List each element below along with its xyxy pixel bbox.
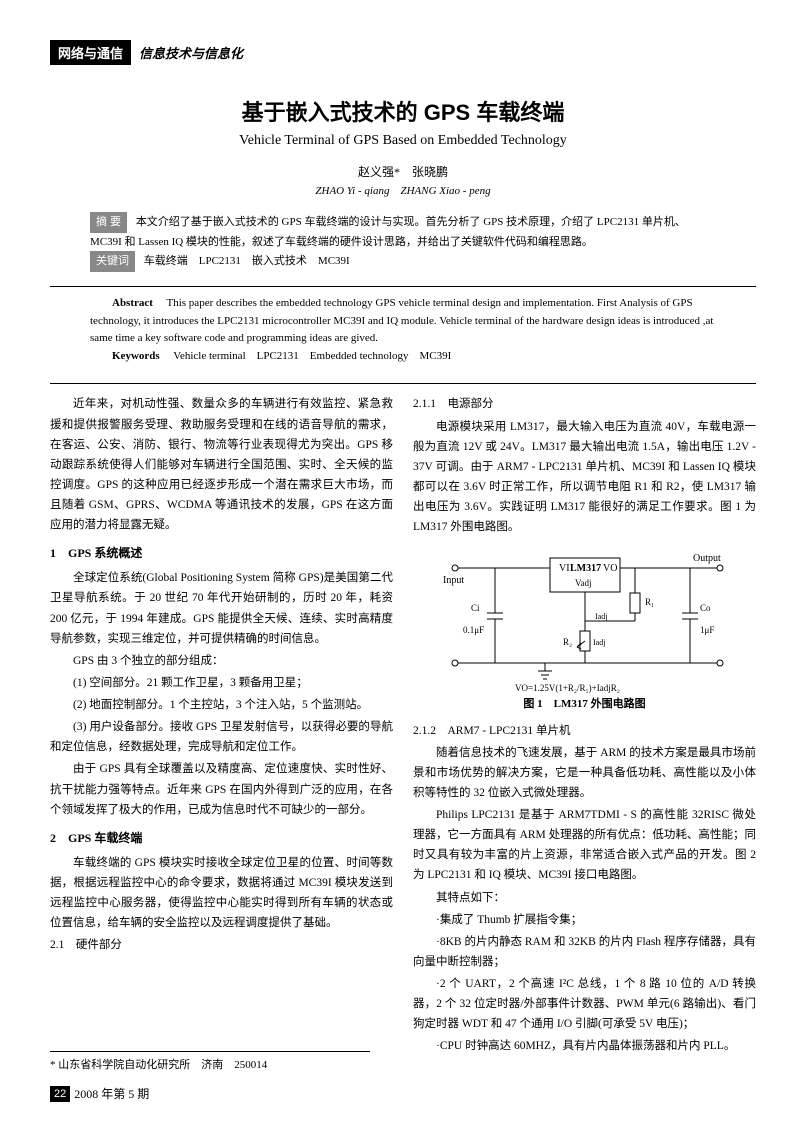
abstract-en-label: Abstract: [112, 297, 153, 309]
header-journal-name: 信息技术与信息化: [139, 43, 243, 62]
fig-vi: VI: [559, 563, 570, 574]
abstract-cn-label: 摘 要: [90, 212, 127, 233]
authors-chinese: 赵义强* 张晓鹏: [50, 163, 756, 180]
page-number: 22: [50, 1086, 70, 1102]
fig-co: Co: [700, 603, 711, 613]
s1-p2: GPS 由 3 个独立的部分组成：: [50, 651, 393, 671]
title-chinese: 基于嵌入式技术的 GPS 车载终端: [50, 95, 756, 127]
keywords-cn-label: 关键词: [90, 251, 135, 272]
keywords-cn-text: 车载终端 LPC2131 嵌入式技术 MC39I: [144, 255, 350, 267]
fig-co-val: 1μF: [700, 625, 714, 635]
fig-r2: R₂: [563, 637, 572, 647]
title-english: Vehicle Terminal of GPS Based on Embedde…: [50, 133, 756, 149]
s1-p1: 全球定位系统(Global Positioning System 简称 GPS)…: [50, 568, 393, 649]
author-affiliation-footnote: * 山东省科学院自动化研究所 济南 250014: [50, 1051, 370, 1072]
s212-li3: ·2 个 UART，2 个高速 I²C 总线，1 个 8 路 10 位的 A/D…: [413, 974, 756, 1034]
s212-p3: 其特点如下：: [413, 888, 756, 908]
fig-r1: R₁: [645, 597, 654, 607]
s1-li1: (1) 空间部分。21 颗工作卫星，3 颗备用卫星；: [50, 673, 393, 693]
fig-ci: Ci: [471, 603, 480, 613]
body-columns: 近年来，对机动性强、数量众多的车辆进行有效监控、紧急救援和提供报警服务受理、救助…: [50, 394, 756, 1058]
s212-li4: ·CPU 时钟高达 60MHZ，具有片内晶体振荡器和片内 PLL。: [413, 1036, 756, 1056]
abstract-cn-block: 摘 要 本文介绍了基于嵌入式技术的 GPS 车载终端的设计与实现。首先分析了 G…: [90, 212, 716, 272]
fig-iadj: Iadj: [595, 612, 607, 621]
s1-li3: (3) 用户设备部分。接收 GPS 卫星发射信号，以获得必要的导航和定位信息，经…: [50, 717, 393, 757]
keywords-en-label: Keywords: [112, 350, 160, 362]
fig-vo: VO: [603, 563, 617, 574]
divider-rule: [50, 286, 756, 287]
circuit-diagram-svg: VI LM317 VO Vadj Input Output Ci 0.1μF: [435, 543, 735, 693]
section-2-heading: 2 GPS 车载终端: [50, 828, 393, 849]
s1-p3: 由于 GPS 具有全球覆盖以及精度高、定位速度快、实时性好、抗干扰能力强等特点。…: [50, 759, 393, 819]
divider-rule-2: [50, 383, 756, 384]
fig-input: Input: [443, 575, 464, 586]
s2-1-heading: 2.1 硬件部分: [50, 935, 393, 955]
figure-1: VI LM317 VO Vadj Input Output Ci 0.1μF: [413, 543, 756, 714]
left-column: 近年来，对机动性强、数量众多的车辆进行有效监控、紧急救援和提供报警服务受理、救助…: [50, 394, 393, 1058]
fig-output: Output: [693, 553, 721, 564]
section-1-heading: 1 GPS 系统概述: [50, 543, 393, 564]
s212-p2: Philips LPC2131 是基于 ARM7TDMI - S 的高性能 32…: [413, 805, 756, 886]
s212-li2: ·8KB 的片内静态 RAM 和 32KB 的片内 Flash 程序存储器，具有…: [413, 932, 756, 972]
right-column: 2.1.1 电源部分 电源模块采用 LM317，最大输入电压为直流 40V，车载…: [413, 394, 756, 1058]
issue-label: 2008 年第 5 期: [74, 1085, 149, 1102]
s211-heading: 2.1.1 电源部分: [413, 394, 756, 414]
fig-ci-val: 0.1μF: [463, 625, 484, 635]
figure-1-caption: 图 1 LM317 外围电路图: [413, 695, 756, 714]
page-footer: 22 2008 年第 5 期: [50, 1085, 149, 1102]
s212-li1: ·集成了 Thumb 扩展指令集；: [413, 910, 756, 930]
fig-vadj: Vadj: [575, 578, 592, 588]
authors-english: ZHAO Yi - qiang ZHANG Xiao - peng: [50, 182, 756, 198]
s212-heading: 2.1.2 ARM7 - LPC2131 单片机: [413, 721, 756, 741]
fig-iadj2: Iadj: [593, 638, 605, 647]
s2-p1: 车载终端的 GPS 模块实时接收全球定位卫星的位置、时间等数据，根据远程监控中心…: [50, 853, 393, 934]
s212-p1: 随着信息技术的飞速发展，基于 ARM 的技术方案是最具市场前景和市场优势的解决方…: [413, 743, 756, 803]
fig-chip: LM317: [570, 563, 601, 574]
fig-formula: VO=1.25V(1+R₂/R₁)+IadjR₂: [515, 683, 620, 693]
s1-li2: (2) 地面控制部分。1 个主控站，3 个注入站，5 个监测站。: [50, 695, 393, 715]
header-category-badge: 网络与通信: [50, 40, 131, 65]
s211-p1: 电源模块采用 LM317，最大输入电压为直流 40V，车载电源一般为直流 12V…: [413, 417, 756, 538]
keywords-en-text: Vehicle terminal LPC2131 Embedded techno…: [173, 350, 451, 362]
abstract-en-text: This paper describes the embedded techno…: [90, 297, 713, 344]
running-header: 网络与通信 信息技术与信息化: [50, 40, 756, 65]
abstract-en-block: Abstract This paper describes the embedd…: [90, 295, 716, 365]
intro-paragraph: 近年来，对机动性强、数量众多的车辆进行有效监控、紧急救援和提供报警服务受理、救助…: [50, 394, 393, 535]
abstract-cn-text: 本文介绍了基于嵌入式技术的 GPS 车载终端的设计与实现。首先分析了 GPS 技…: [90, 216, 686, 248]
